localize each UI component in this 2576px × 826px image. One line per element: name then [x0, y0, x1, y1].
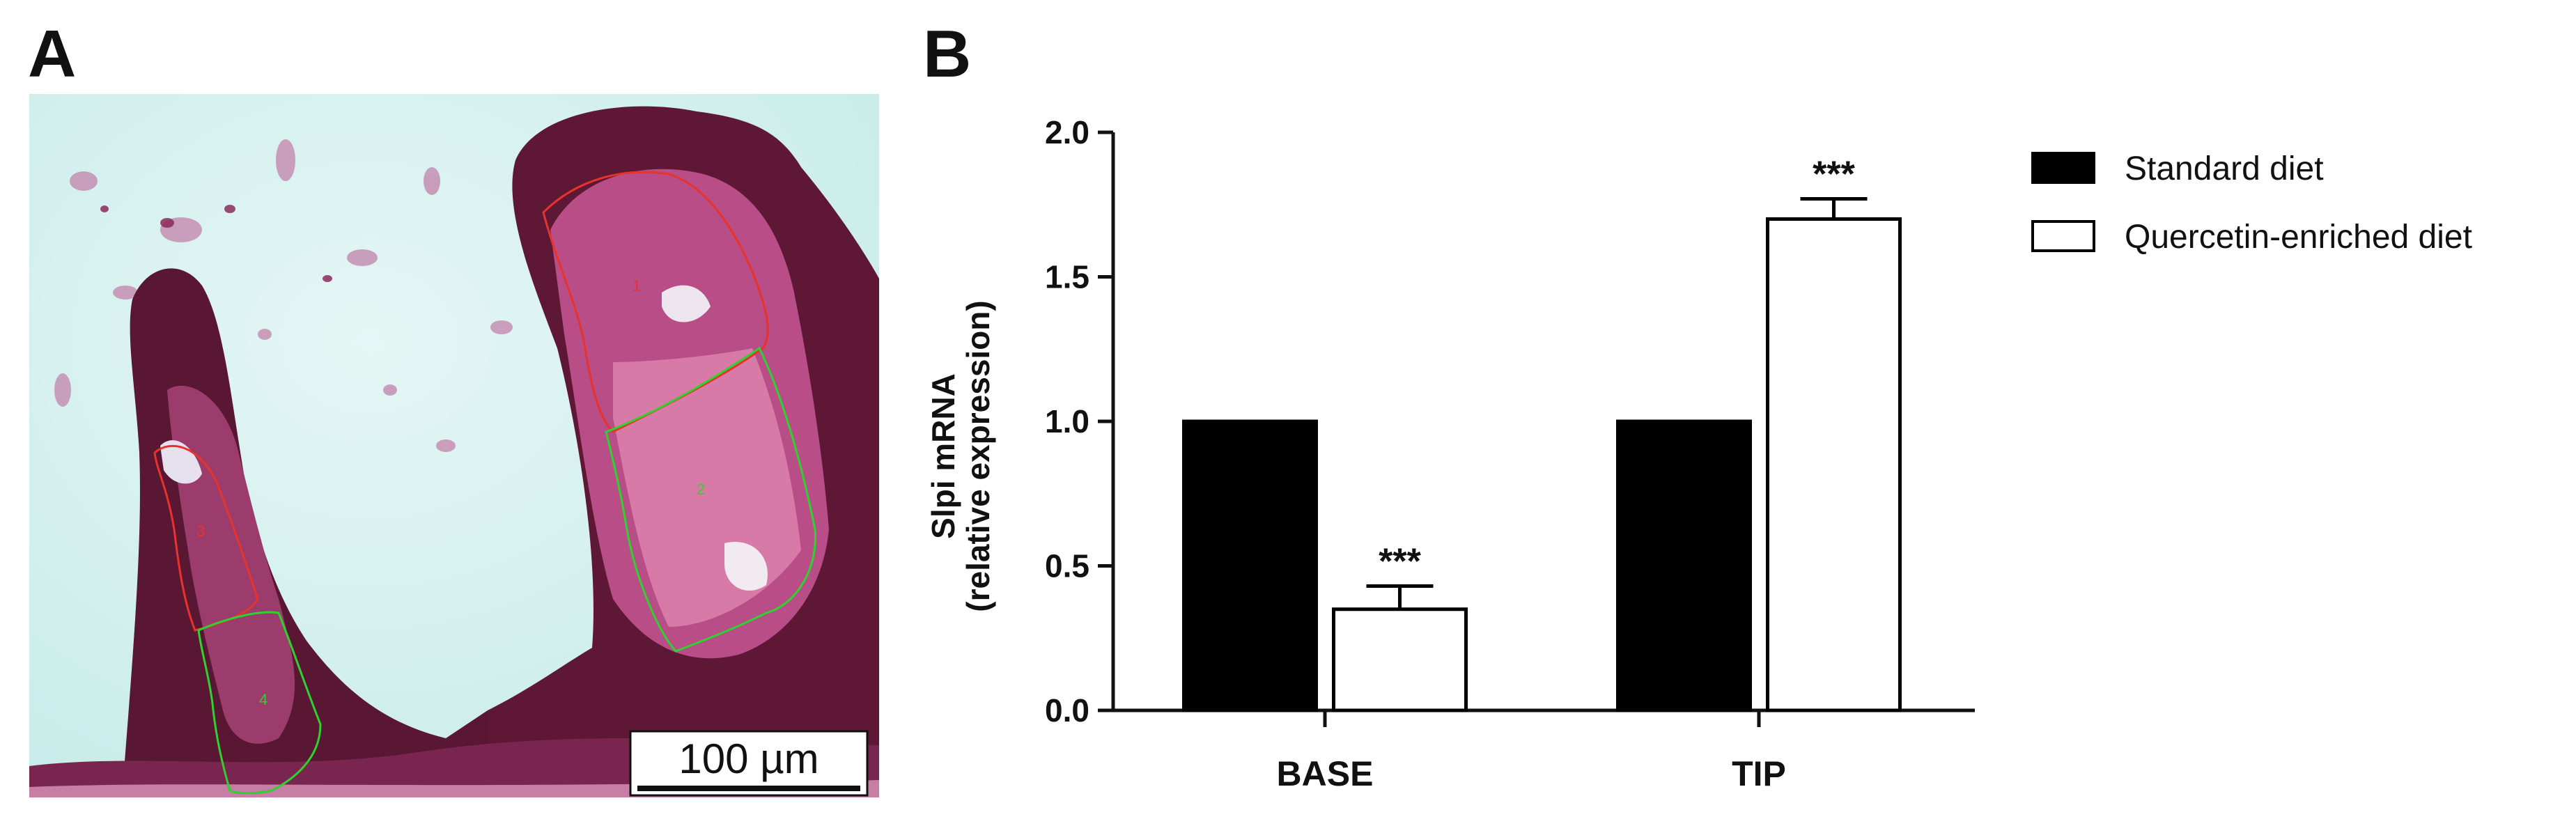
bars: [1182, 217, 1902, 712]
error-bars: [1366, 196, 1868, 609]
y-tick-label: 2.0: [1045, 114, 1089, 150]
scale-bar: 100 µm: [629, 730, 869, 797]
significance-marker: ***: [1379, 542, 1421, 582]
x-category-label: BASE: [1277, 754, 1374, 793]
x-category-label: TIP: [1732, 754, 1786, 793]
roi-label-4: 4: [259, 691, 267, 708]
y-tick-label: 0.5: [1045, 548, 1089, 584]
y-tick-label: 0.0: [1045, 692, 1089, 728]
y-tick-label: 1.5: [1045, 259, 1089, 295]
legend-swatch-standard-diet: [2031, 152, 2095, 184]
roi-outline-3: [153, 444, 259, 632]
roi-label-3: 3: [196, 522, 205, 540]
x-category-labels: BASE TIP: [1277, 710, 1786, 793]
roi-label-2: 2: [697, 481, 705, 498]
roi-outline-2: [605, 346, 816, 653]
roi-label-1: 1: [633, 277, 641, 295]
bar: [1332, 607, 1468, 712]
scale-bar-label: 100 µm: [678, 735, 818, 782]
panel-b-label: B: [923, 17, 971, 91]
y-tick-label: 1.0: [1045, 403, 1089, 439]
y-axis-label-line2: (relative expression): [960, 300, 996, 611]
bar: [1182, 419, 1318, 712]
legend-label-standard-diet: Standard diet: [2125, 150, 2324, 187]
roi-outline-4: [197, 611, 322, 795]
panel-a-label: A: [28, 17, 76, 91]
legend-swatch-quercetin-diet: [2031, 220, 2095, 252]
bar: [1766, 217, 1902, 712]
legend: Standard diet Quercetin-enriched diet: [2031, 150, 2472, 256]
micrograph-image: 1 2 3 4 100 µm: [29, 94, 879, 797]
bar: [1616, 419, 1752, 712]
panel-b: B Slpi mRNA (relative expression) 0.0 0.5…: [923, 17, 2472, 793]
legend-label-quercetin-diet: Quercetin-enriched diet: [2125, 219, 2472, 256]
roi-outline-1: [542, 171, 769, 433]
panel-a: A: [28, 17, 879, 797]
significance-markers: *** ***: [1379, 154, 1855, 582]
y-axis-label: Slpi mRNA (relative expression): [925, 300, 996, 611]
y-axis-label-line1: Slpi mRNA: [925, 373, 961, 539]
y-ticks: 0.0 0.5 1.0 1.5 2.0: [1045, 114, 1113, 728]
significance-marker: ***: [1813, 154, 1855, 194]
